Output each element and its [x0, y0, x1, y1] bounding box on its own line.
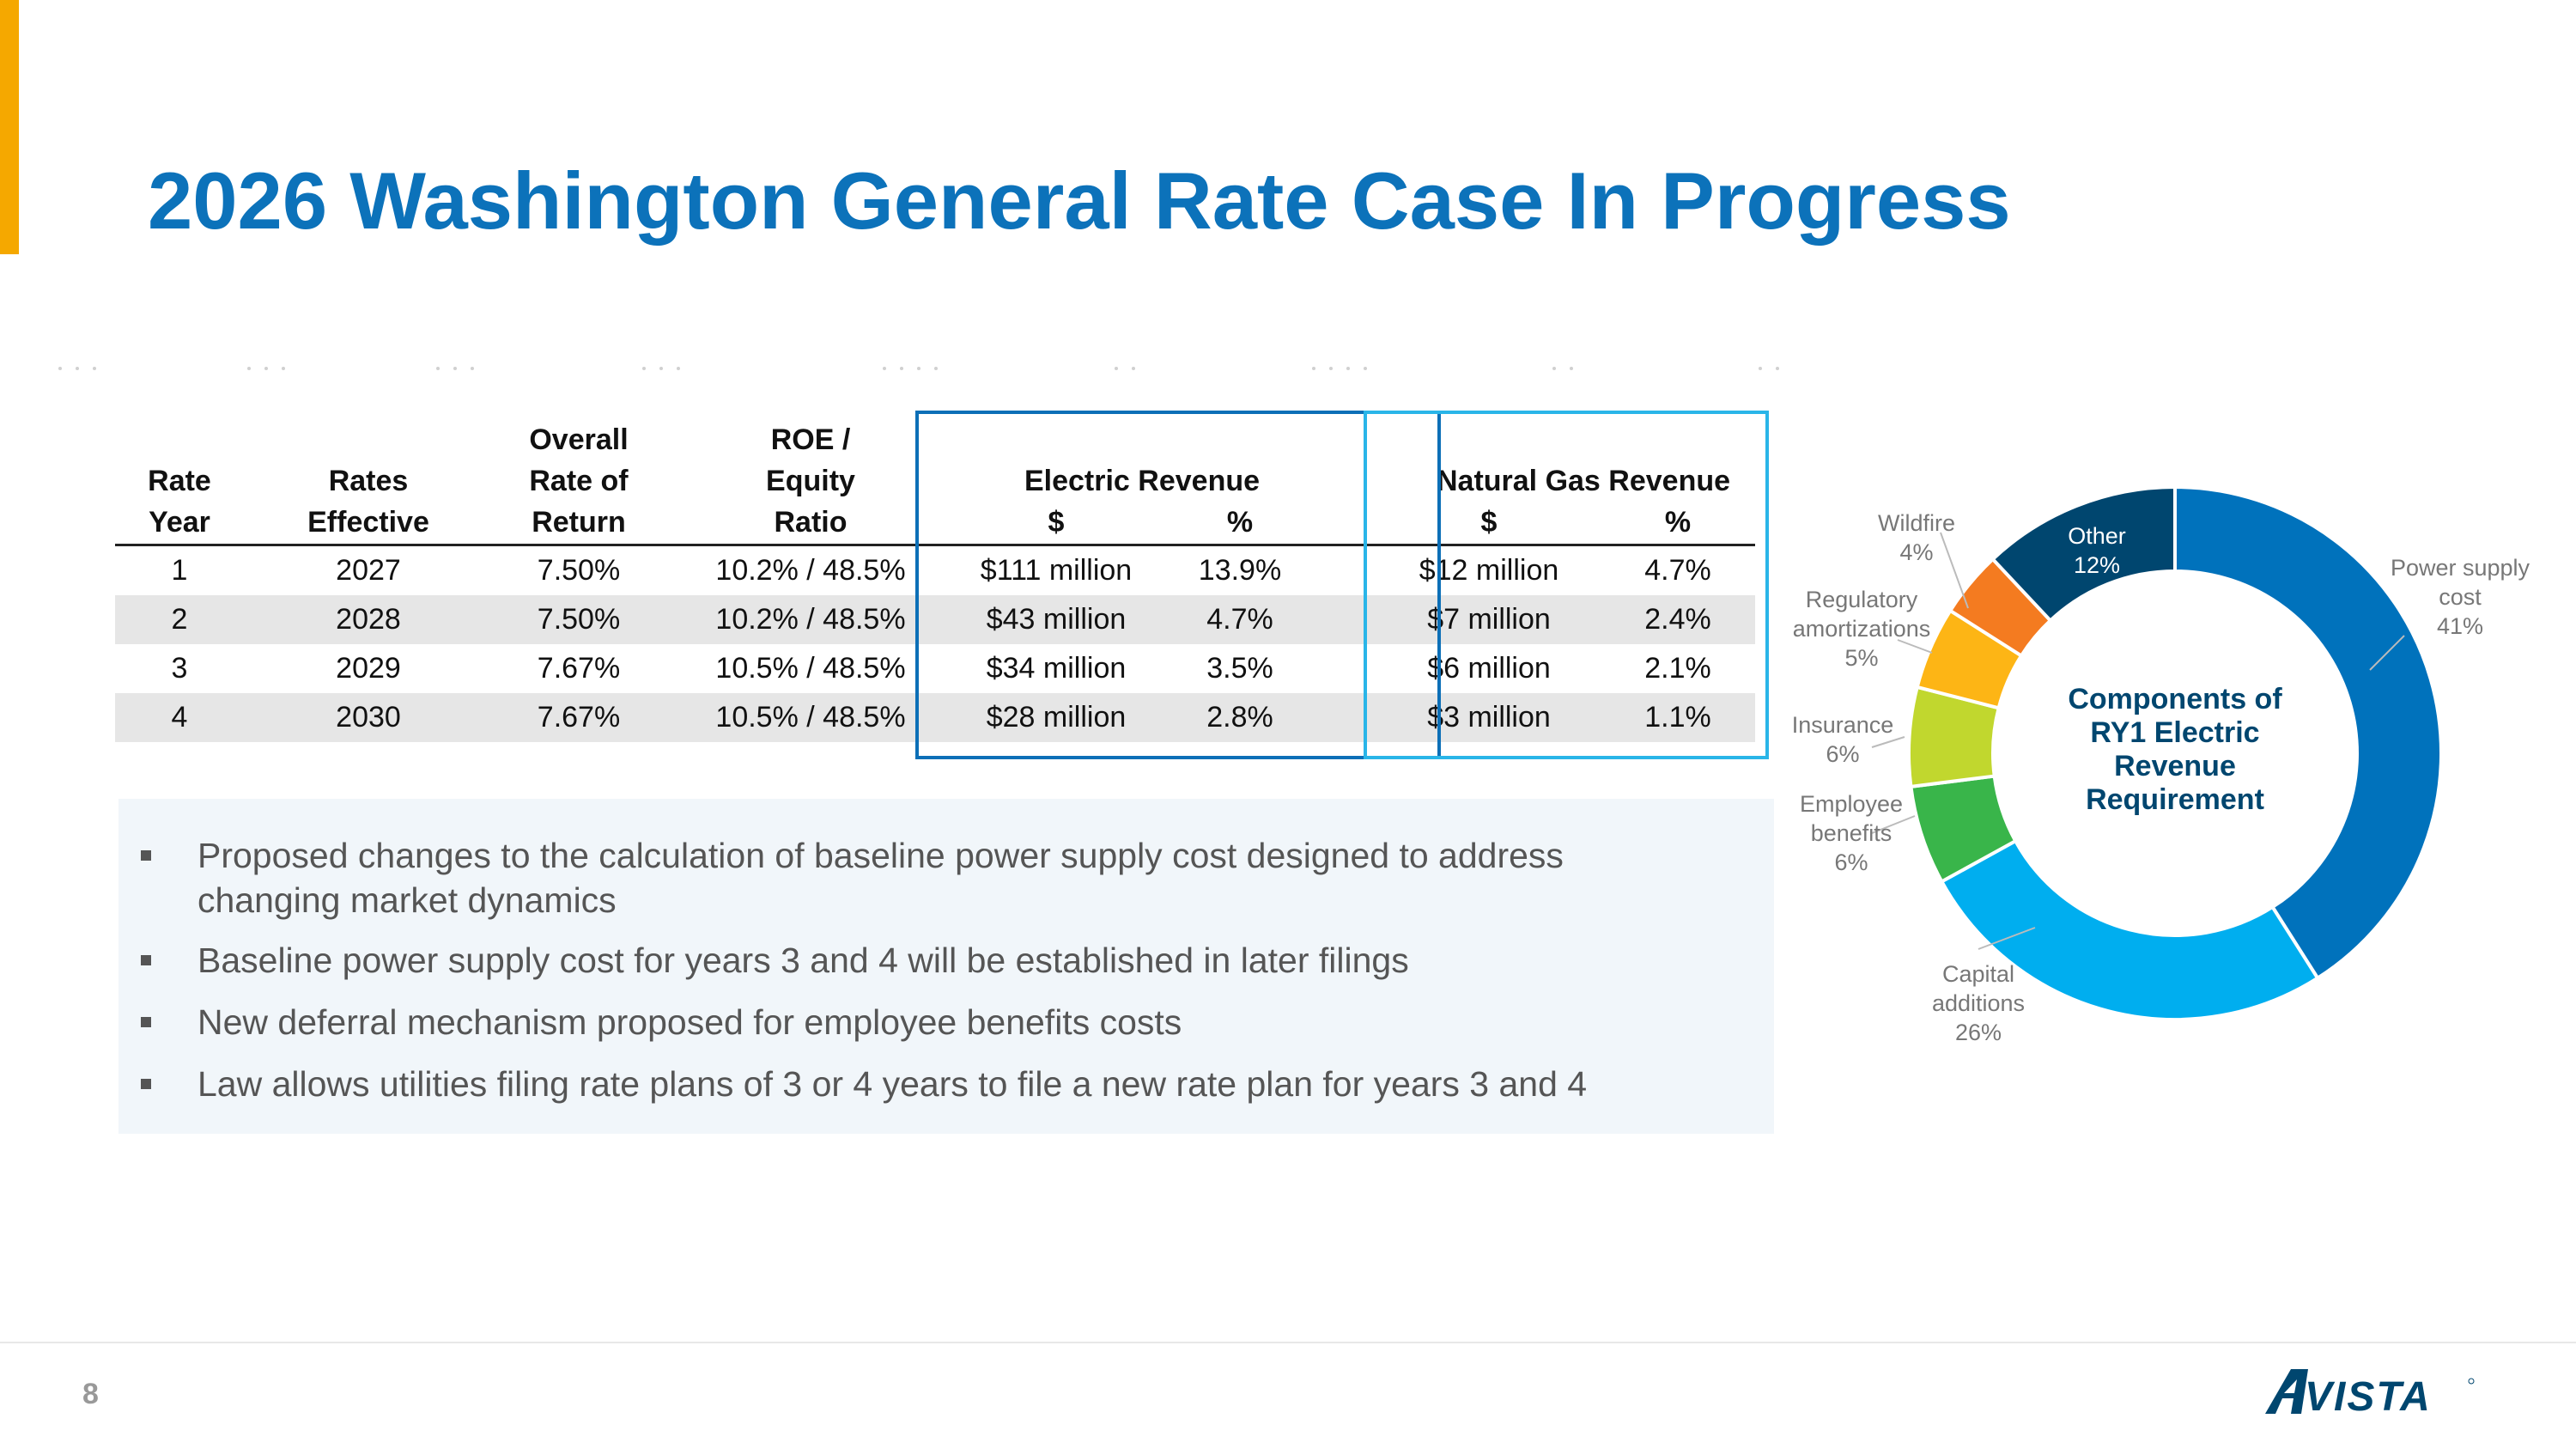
slice-label-regulatory-amortizations: 5% [1844, 645, 1878, 671]
slice-label-other: Other [2068, 523, 2126, 549]
cell-year: 3 [171, 652, 188, 685]
bullet-square-icon [141, 1079, 151, 1089]
cell-year: 4 [171, 701, 188, 734]
cell-electric-percent: 13.9% [1198, 554, 1282, 587]
header-roe-equity: ROE / Equity Ratio [766, 423, 855, 539]
cell-roe: 10.2% / 48.5% [715, 554, 906, 587]
table-row: 1 2027 7.50% 10.2% / 48.5% $111 million … [115, 546, 1755, 595]
bullet-item: Law allows utilities filing rate plans o… [141, 1062, 1743, 1106]
center-label-line: Revenue [2114, 750, 2236, 782]
table-row: 3 2029 7.67% 10.5% / 48.5% $34 million 3… [115, 644, 1755, 693]
cell-electric-percent: 2.8% [1206, 701, 1273, 734]
cell-effective: 2030 [336, 701, 401, 734]
leader-line [2369, 635, 2405, 671]
bullet-square-icon [141, 955, 151, 965]
bullet-square-icon [141, 850, 151, 861]
slice-label-employee-benefits: benefits [1811, 820, 1893, 846]
dotted-separator [58, 367, 1779, 370]
cell-effective: 2028 [336, 603, 401, 636]
cell-electric-percent: 3.5% [1206, 652, 1273, 685]
avista-logo: VISTA [2265, 1369, 2475, 1416]
cell-effective: 2027 [336, 554, 401, 587]
leader-line [1871, 736, 1905, 748]
cell-return: 7.50% [537, 554, 621, 587]
header-natural-gas-revenue: Natural Gas Revenue [1436, 465, 1731, 497]
cell-electric-dollar: $111 million [980, 554, 1133, 587]
revenue-components-donut-chart: Power supply cost 41% Capital additions 26% Em… [1792, 484, 2530, 1045]
cell-electric-dollar: $28 million [986, 701, 1127, 734]
cell-gas-percent: 2.4% [1644, 603, 1711, 636]
header-electric-revenue: Electric Revenue [1024, 465, 1261, 497]
leader-line [1871, 815, 1916, 834]
footer-rule [0, 1342, 2576, 1343]
cell-year: 2 [171, 603, 188, 636]
cell-roe: 10.5% / 48.5% [715, 652, 906, 685]
cell-effective: 2029 [336, 652, 401, 685]
bullet-item: New deferral mechanism proposed for empl… [141, 1000, 1743, 1044]
table-row: 2 2028 7.50% 10.2% / 48.5% $43 million 4… [115, 595, 1755, 644]
slice-label-regulatory-amortizations: amortizations [1793, 616, 1931, 642]
slice-label-insurance: Insurance [1792, 712, 1894, 738]
cell-gas-dollar: $6 million [1427, 652, 1551, 685]
cell-gas-percent: 2.1% [1644, 652, 1711, 685]
svg-text:VISTA: VISTA [2305, 1374, 2432, 1416]
slice-label-employee-benefits: Employee [1800, 791, 1903, 817]
bullet-item: Baseline power supply cost for years 3 a… [141, 938, 1743, 983]
header-overall-return: Overall Rate of Return [529, 423, 629, 539]
donut-slice-power-supply-cost [2173, 484, 2443, 981]
center-label-line: Components of [2068, 683, 2282, 715]
header-electric-percent: % [1226, 506, 1254, 539]
cell-return: 7.67% [537, 701, 621, 734]
slice-label-regulatory-amortizations: Regulatory [1806, 587, 1918, 612]
bullet-item: Proposed changes to the calculation of b… [141, 833, 1743, 922]
donut-slice-other [1990, 484, 2177, 624]
cell-return: 7.50% [537, 603, 621, 636]
cell-electric-dollar: $34 million [986, 652, 1127, 685]
slice-label-power-supply-cost: Power supply [2391, 555, 2530, 581]
slice-label-other: 12% [2074, 552, 2120, 578]
table-row: 4 2030 7.67% 10.5% / 48.5% $28 million 2… [115, 693, 1755, 742]
cell-return: 7.67% [537, 652, 621, 685]
cell-roe: 10.2% / 48.5% [715, 603, 906, 636]
slice-label-power-supply-cost: 41% [2437, 613, 2483, 639]
cell-gas-dollar: $12 million [1419, 554, 1559, 587]
accent-bar [0, 0, 19, 254]
cell-gas-dollar: $3 million [1427, 701, 1551, 734]
natural-gas-revenue-highlight [1364, 411, 1769, 759]
slice-label-employee-benefits: 6% [1834, 849, 1868, 875]
header-rule [115, 544, 1755, 546]
header-gas-percent: % [1664, 506, 1692, 539]
cell-electric-dollar: $43 million [986, 603, 1127, 636]
slice-label-capital-additions: 26% [1955, 1020, 2002, 1045]
header-rates-effective: Rates Effective [307, 465, 429, 539]
cell-gas-percent: 1.1% [1644, 701, 1711, 734]
electric-revenue-highlight [915, 411, 1441, 759]
slice-label-insurance: 6% [1826, 741, 1859, 767]
slice-label-power-supply-cost: cost [2439, 584, 2482, 610]
cell-gas-dollar: $7 million [1427, 603, 1551, 636]
slice-label-wildfire: Wildfire [1878, 510, 1955, 536]
header-gas-dollar: $ [1480, 506, 1498, 539]
center-label-line: RY1 Electric [2090, 716, 2259, 749]
leader-line [1897, 639, 1933, 654]
center-label-line: Requirement [2086, 783, 2264, 816]
cell-year: 1 [171, 554, 188, 587]
cell-roe: 10.5% / 48.5% [715, 701, 906, 734]
header-electric-dollar: $ [1048, 506, 1065, 539]
donut-slice-capital-additions [1939, 838, 2320, 1021]
bullet-square-icon [141, 1017, 151, 1027]
page-title: 2026 Washington General Rate Case In Pro… [148, 155, 2011, 246]
rate-case-table: Rate Year Rates Effective Overall Rate o… [115, 411, 1769, 759]
leader-line [1978, 927, 2036, 950]
page-number: 8 [82, 1378, 99, 1410]
slice-label-capital-additions: Capital [1942, 961, 2014, 987]
header-rate-year: Rate Year [148, 465, 211, 539]
notes-panel: Proposed changes to the calculation of b… [118, 799, 1774, 1134]
cell-gas-percent: 4.7% [1644, 554, 1711, 587]
slice-label-wildfire: 4% [1899, 539, 1933, 565]
cell-electric-percent: 4.7% [1206, 603, 1273, 636]
leader-line [1940, 532, 1969, 609]
slice-label-capital-additions: additions [1932, 990, 2025, 1016]
